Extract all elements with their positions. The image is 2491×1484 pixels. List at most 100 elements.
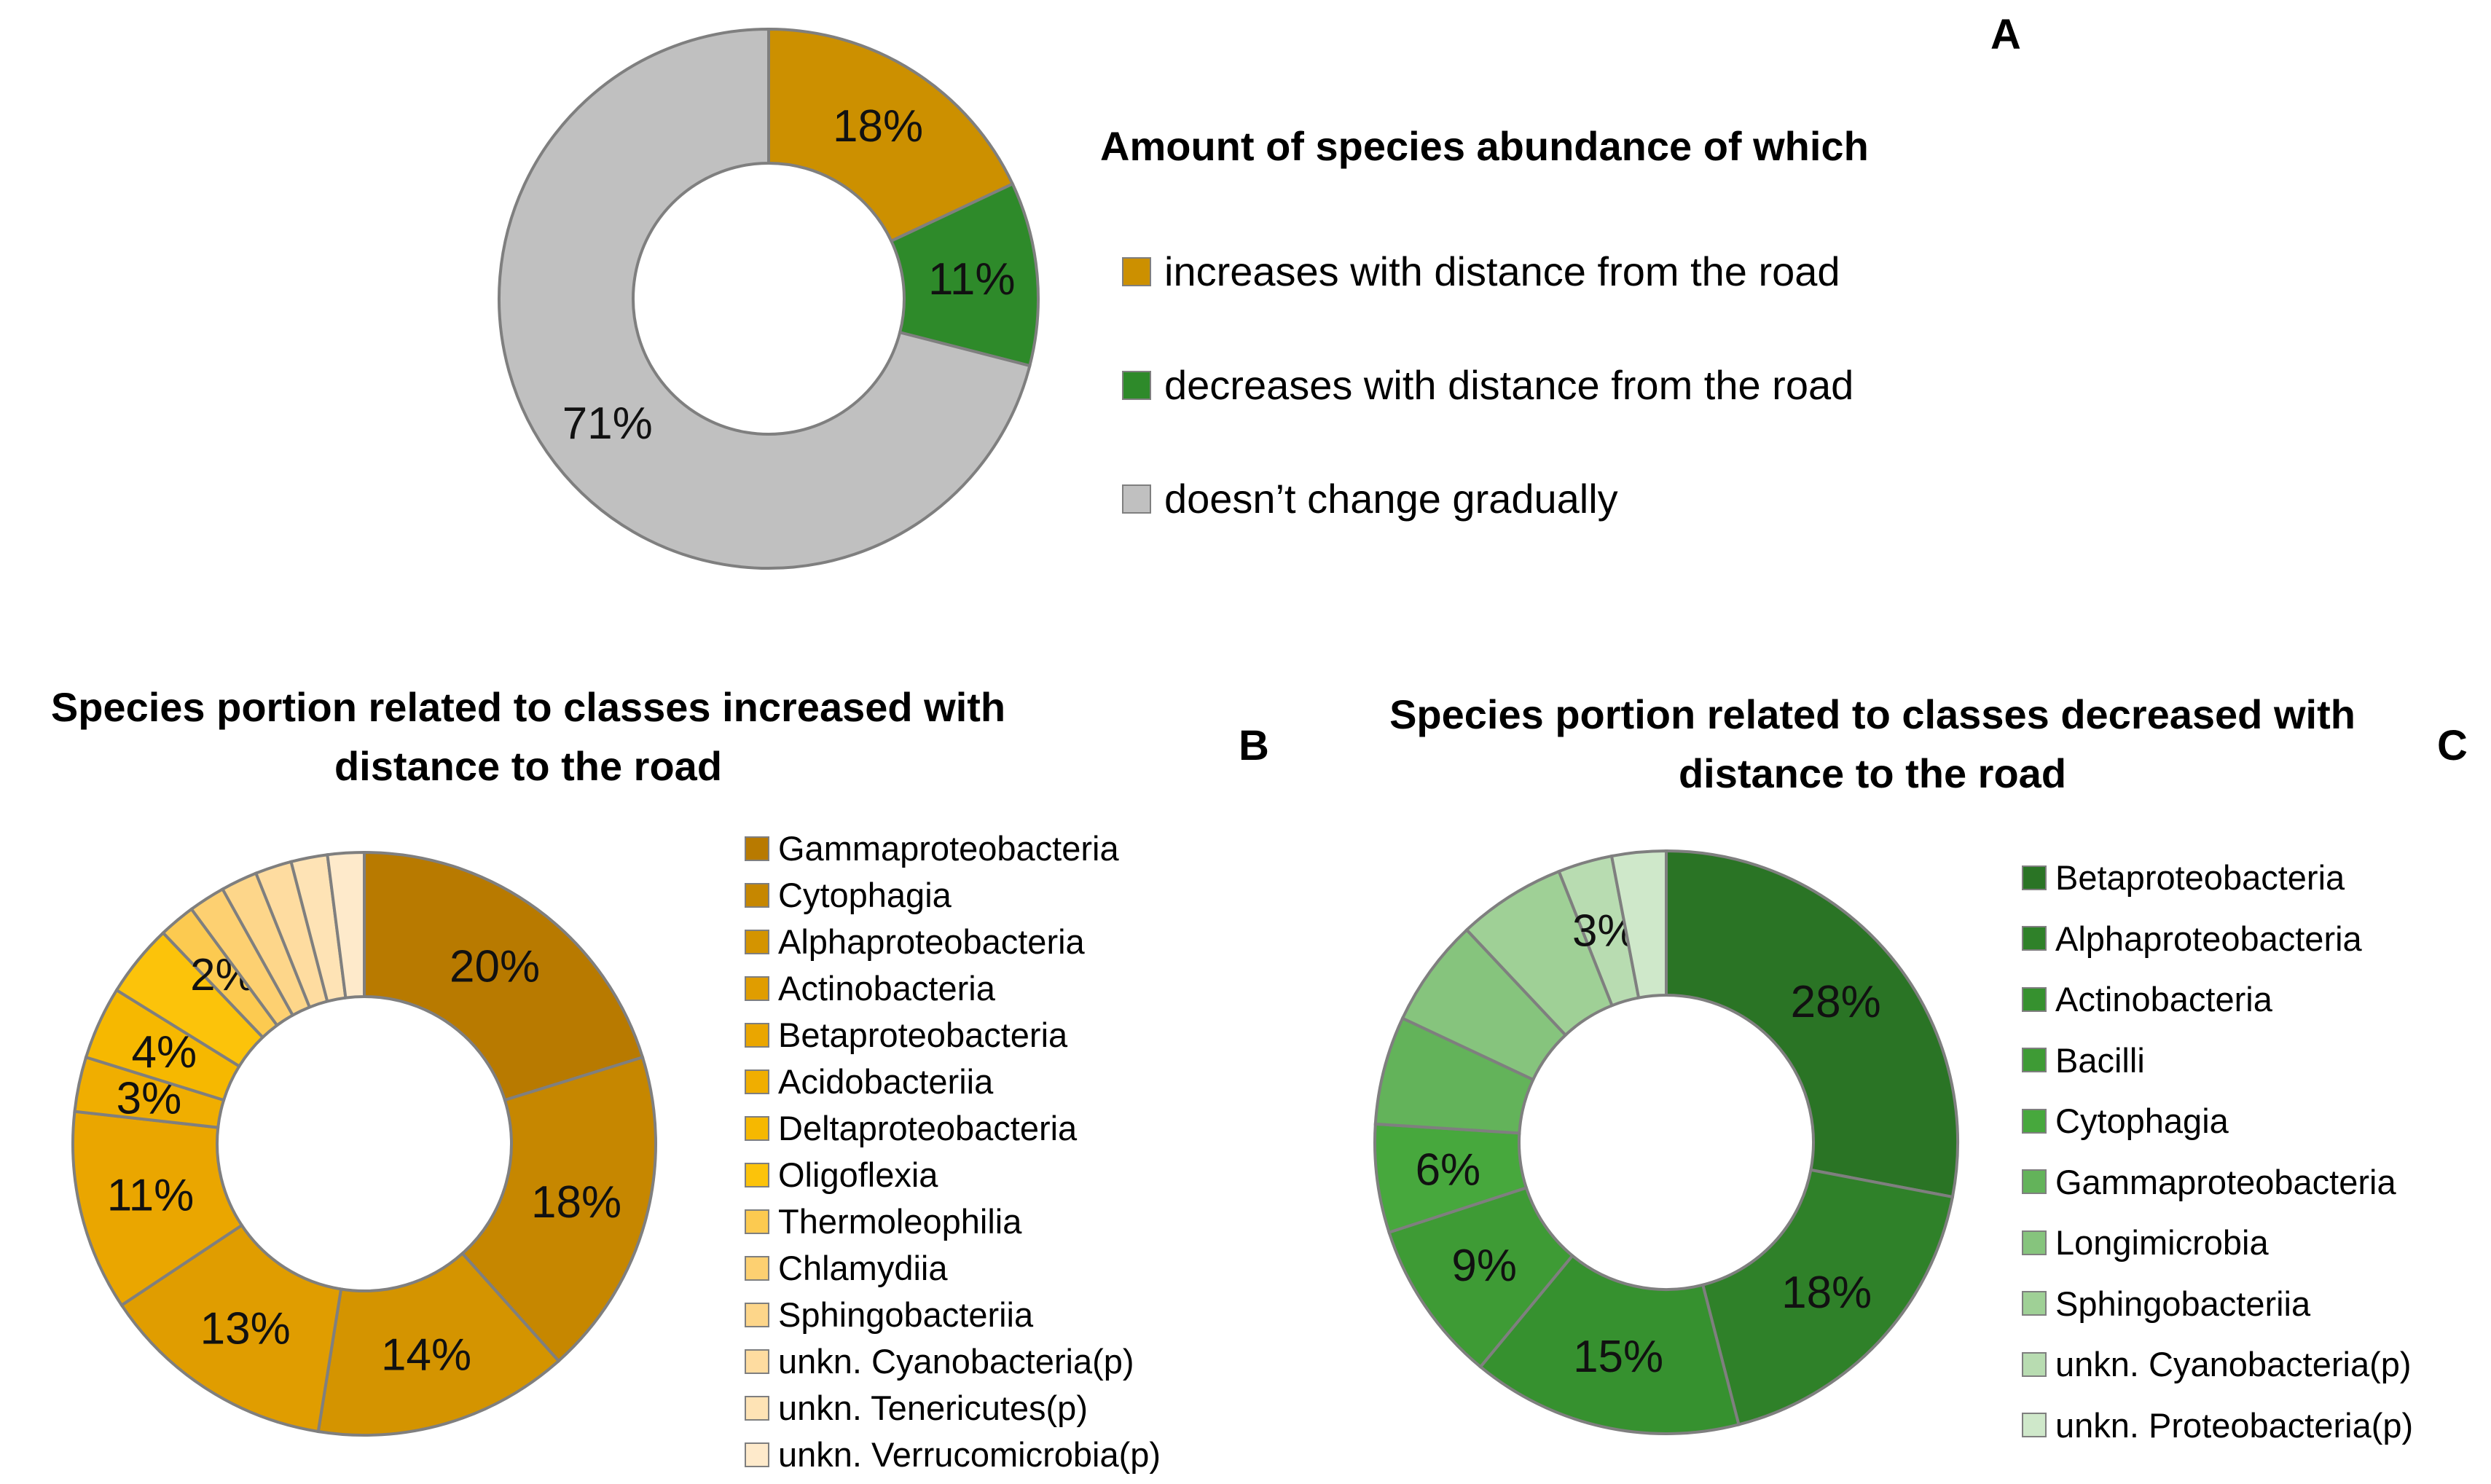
donut-c-slice-0 [1665,849,1959,1199]
legend-b-label: Sphingobacteriia [778,1295,1034,1334]
legend-a-item: increases with distance from the road [1122,248,1840,295]
legend-b-label: Thermoleophilia [778,1202,1022,1241]
legend-c-item: Actinobacteria [2022,979,2272,1019]
legend-c-swatch [2022,926,2047,951]
legend-c-label: Sphingobacteriia [2055,1284,2311,1323]
legend-c-label: unkn. Proteobacteria(p) [2055,1405,2414,1445]
legend-b-item: Deltaproteobacteria [745,1108,1077,1148]
legend-b-swatch [745,1069,769,1094]
legend-c-swatch [2022,1048,2047,1072]
legend-b-item: Acidobacteriia [745,1061,993,1102]
legend-c-item: Betaproteobacteria [2022,857,2345,898]
legend-b-swatch [745,1395,769,1421]
legend-b-item: Oligoflexia [745,1155,938,1195]
donut-b-data-label-1: 18% [531,1177,621,1228]
legend-a-label: increases with distance from the road [1164,248,1840,294]
donut-chart-a: 18% 11% 71% [498,27,1040,570]
legend-c-swatch [2022,865,2047,890]
legend-b-label: Alphaproteobacteria [778,922,1085,961]
donut-b-data-label-6: 4% [131,1027,197,1077]
legend-b-swatch [745,1162,769,1187]
legend-b-label: Gammaproteobacteria [778,829,1119,868]
legend-b-label: Oligoflexia [778,1155,938,1194]
donut-c-slice-9 [1609,849,1668,1000]
donut-b-slice-2 [316,1251,561,1437]
legend-c-item: Alphaproteobacteria [2022,919,2362,959]
legend-c-swatch [2022,986,2047,1012]
donut-a-data-label-2: 71% [562,399,653,449]
legend-c-label: Betaproteobacteria [2055,858,2345,897]
legend-c-swatch [2022,1169,2047,1194]
legend-b-item: unkn. Verrucomicrobia(p) [745,1434,1161,1475]
legend-b-item: Betaproteobacteria [745,1015,1067,1055]
legend-c-item: Cytophagia [2022,1101,2229,1141]
legend-c-swatch [2022,1351,2047,1377]
chart-b-title: Species portion related to classes incre… [50,684,1006,790]
legend-b-label: Chlamydiia [778,1249,948,1287]
legend-b-swatch [745,1209,769,1234]
donut-c-slice-1 [1700,1168,1955,1426]
legend-b-label: unkn. Cyanobacteria(p) [778,1342,1134,1381]
legend-b-swatch [745,1115,769,1141]
legend-b-item: unkn. Cyanobacteria(p) [745,1341,1134,1381]
legend-b-swatch [745,929,769,954]
donut-b-data-label-3: 13% [200,1304,291,1354]
legend-c-swatch [2022,1230,2047,1255]
legend-b-item: Chlamydiia [745,1248,947,1288]
legend-b-label: Cytophagia [778,876,952,914]
legend-b-swatch [745,882,769,908]
legend-a-swatch [1122,256,1151,286]
donut-b-slice-4 [71,1110,244,1308]
legend-a-swatch [1122,484,1151,514]
legend-a-label: doesn’t change gradually [1164,476,1618,522]
legend-b-label: unkn. Tenericutes(p) [778,1389,1088,1427]
legend-c-item: Sphingobacteriia [2022,1284,2310,1324]
donut-c-data-label-2: 15% [1573,1332,1663,1382]
legend-b-item: Alphaproteobacteria [745,922,1085,962]
donut-b-data-label-0: 20% [450,941,540,992]
legend-b-label: Acidobacteriia [778,1062,994,1101]
donut-a-slice-2 [498,27,1032,570]
donut-c-data-label-3: 9% [1451,1241,1517,1291]
chart-a-title: Amount of species abundance of which [1100,123,1869,169]
donut-b-slice-0 [363,850,645,1102]
donut-b-data-label-4: 11% [107,1171,195,1221]
legend-c-label: unkn. Cyanobacteria(p) [2055,1345,2412,1383]
legend-c-item: unkn. Cyanobacteria(p) [2022,1344,2412,1384]
legend-b-label: Actinobacteria [778,969,995,1008]
donut-c-data-label-4: 6% [1416,1145,1481,1195]
legend-b-item: Sphingobacteriia [745,1295,1033,1335]
legend-b-item: Actinobacteria [745,968,995,1008]
donut-b-slice-13 [326,850,366,1000]
legend-b-item: Cytophagia [745,875,952,915]
legend-c-label: Longimicrobia [2055,1223,2269,1262]
legend-c-label: Bacilli [2055,1040,2145,1080]
donut-a-data-label-0: 18% [833,101,923,152]
legend-b-label: Betaproteobacteria [778,1016,1068,1054]
donut-a-data-label-1: 11% [928,254,1016,305]
legend-b-swatch [745,1022,769,1048]
donut-chart-b: 20%18%14%13%11%3%4%2% [71,850,657,1437]
legend-c-swatch [2022,1413,2047,1437]
legend-b-label: Deltaproteobacteria [778,1109,1078,1147]
legend-a-swatch [1122,370,1151,400]
legend-c-swatch [2022,1291,2047,1316]
legend-c-swatch [2022,1108,2047,1134]
donut-b-slice-3 [119,1223,343,1434]
chart-c-title: Species portion related to classes decre… [1389,691,2355,797]
legend-b-swatch [745,836,769,861]
donut-b-data-label-2: 14% [381,1330,471,1380]
legend-c-item: Gammaproteobacteria [2022,1162,2396,1202]
donut-c-data-label-0: 28% [1791,977,1881,1027]
legend-b-item: Gammaproteobacteria [745,828,1119,868]
panel-letter-b: B [1239,722,1269,769]
donut-chart-c: 28%18%15%9%6%3% [1373,849,1959,1435]
legend-c-label: Gammaproteobacteria [2055,1162,2396,1201]
donut-c-slice-2 [1478,1253,1741,1435]
legend-b-item: unkn. Tenericutes(p) [745,1388,1088,1428]
legend-a-label: decreases with distance from the road [1164,362,1854,408]
donut-a-slice-0 [767,27,1015,243]
legend-c-item: unkn. Proteobacteria(p) [2022,1405,2413,1445]
donut-c-data-label-1: 18% [1781,1268,1872,1318]
legend-c-item: Longimicrobia [2022,1222,2269,1263]
